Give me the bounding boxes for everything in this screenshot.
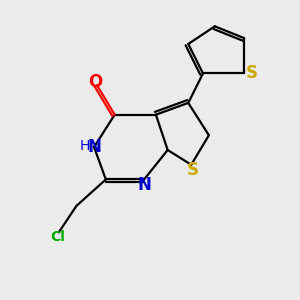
- Text: N: N: [137, 176, 151, 194]
- Text: N: N: [87, 138, 101, 156]
- Text: Cl: Cl: [50, 230, 65, 244]
- Text: O: O: [88, 73, 103, 91]
- Text: S: S: [246, 64, 258, 82]
- Text: S: S: [187, 161, 199, 179]
- Text: H: H: [80, 139, 90, 153]
